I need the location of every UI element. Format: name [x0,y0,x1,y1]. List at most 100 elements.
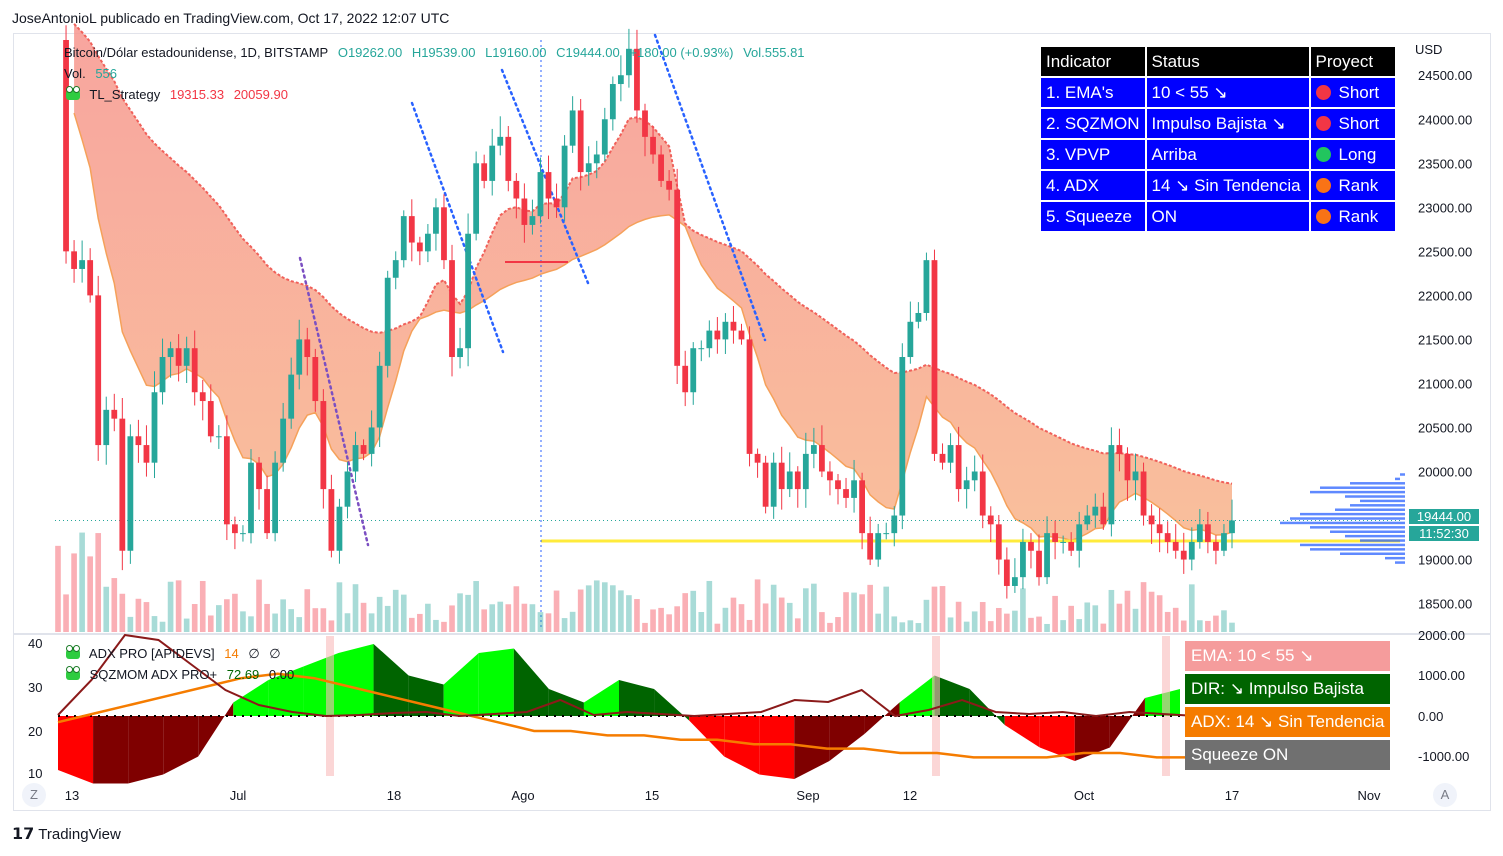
volume-bar [891,616,898,632]
strategy-legend[interactable]: TL_Strategy 19315.33 20059.90 [66,86,294,102]
candle-body [1060,541,1067,543]
volume-bar [368,613,375,632]
candle-body [481,163,488,181]
volume-bar [939,586,946,632]
volume-bar [240,611,246,632]
volume-bar [1052,595,1058,632]
volume-bar [931,586,938,632]
volume-bar [1140,582,1147,632]
vpvp-bar [1300,543,1405,547]
vpvp-bar [1300,512,1405,516]
candle-body [1011,577,1018,586]
candle-body [971,471,978,481]
sqzmom-legend[interactable]: SQZMOM ADX PRO+ 72.69 0.00 [66,666,300,682]
candle-body [1116,445,1123,454]
volume-bar [425,603,431,632]
ohlc-volume: Vol.555.81 [743,45,805,60]
candle-body [1180,550,1187,560]
candle-body [103,409,110,446]
volume-bar [915,623,922,632]
volume-bar [1044,623,1050,632]
status-cell: Impulso Bajista ↘ [1144,107,1311,140]
volume-bar [167,581,174,632]
candle-body [907,321,914,358]
status-dot-icon [1315,84,1331,100]
volume-bar [1028,617,1034,632]
candle-body [400,216,407,261]
volume-bar [505,604,512,632]
ema-band-fill [74,23,1233,541]
volume-bar [1164,611,1171,632]
candle-body [183,348,190,366]
volume-bar [280,599,286,632]
candle-body [376,365,383,428]
candle-body [312,357,319,402]
candle-body [256,462,262,490]
candle-body [617,75,624,85]
candle-body [1092,506,1099,516]
ohlc-high: H19539.00 [411,45,476,60]
volume-bar [746,619,753,632]
candle-body [119,418,126,551]
candle-body [1108,445,1115,525]
sqzmom-histogram [443,653,479,716]
volume-bar [875,613,882,632]
di-line [57,633,1231,718]
sqzmom-histogram [899,675,935,716]
volume-bar [883,586,890,632]
indicator-cell: 3. VPVP [1039,138,1147,171]
volume-bar [103,586,110,632]
candle-body [867,533,874,560]
vpvp-bar [1310,490,1405,494]
volume-bar [674,606,680,632]
candle-body [79,260,86,269]
vpvp-bar [1395,477,1400,481]
candle-body [947,445,954,463]
axes: 24500.00 24000.00 23500.00 23000.00 22500.00… [28,68,1472,803]
volume-bar [1084,602,1091,632]
proyect-label: Short [1338,82,1380,102]
volume-bar [320,608,327,632]
volume-bar [497,601,504,632]
sqzmom-histogram [58,716,94,784]
vpvp-bar [1385,556,1405,560]
volume-bar [714,623,721,632]
candle-body [416,242,423,252]
candle-body [111,409,118,419]
volume-bar [1100,623,1107,632]
adx-legend[interactable]: ADX PRO [APIDEVS] 14 ∅ ∅ [66,645,287,662]
candle-body [248,462,254,534]
time-tick-label: Nov [1357,788,1381,803]
candle-body [1172,541,1179,551]
candle-body [1076,524,1083,551]
price-tick-label: 23500.00 [1418,156,1472,171]
candle-body [1003,559,1010,586]
volume-bars [55,532,1235,632]
candle-body [384,277,391,366]
candle-body [987,515,994,525]
volume-bar [127,616,134,632]
volume-bar [312,608,319,632]
proyect-label: Long [1338,144,1377,164]
candle-body [915,312,922,322]
zoom-button[interactable]: Z [22,783,46,807]
price-tick-label: 19000.00 [1418,553,1472,568]
vpvp-bar [1310,526,1405,529]
vpvp-bar [1335,508,1405,511]
candle-body [240,533,246,535]
volume-bar [143,602,150,632]
tradingview-logo[interactable]: 𝟭𝟳 TradingView [12,824,121,844]
candle-body [215,436,222,438]
candle-body [1052,533,1058,542]
candle-body [666,180,673,190]
candle-body [513,180,520,199]
volume-bar [232,593,238,632]
time-tick-label: 15 [645,788,659,803]
sqzmom-histogram [619,680,655,716]
sqzmom-histogram [163,716,199,775]
candle-body [352,445,359,472]
candle-body [360,445,367,454]
auto-scale-button[interactable]: A [1433,783,1457,807]
candle-body [754,453,761,463]
